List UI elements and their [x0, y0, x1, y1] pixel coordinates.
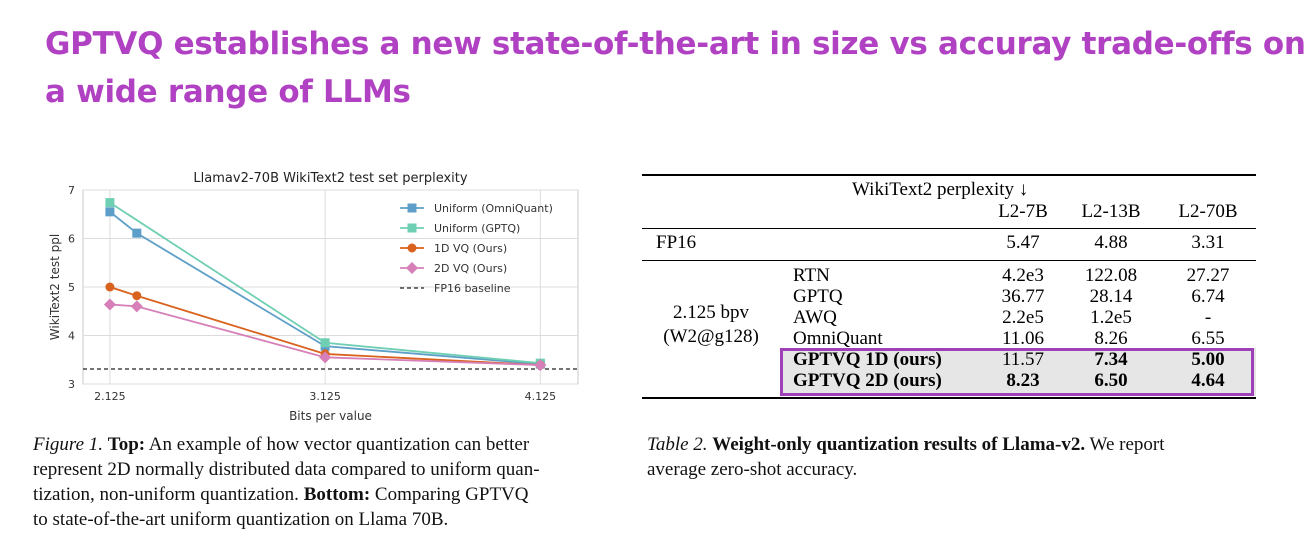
highlight-shade	[781, 348, 1256, 396]
results-table: WikiText2 perplexity ↓ L2-7B L2-13B L2-7…	[642, 168, 1256, 400]
awq-l2-7b: 2.2e5	[1002, 307, 1044, 328]
x-axis-label: Bits per value	[289, 409, 372, 423]
method-awq: AWQ	[793, 307, 837, 328]
x-tick-label: 3.125	[309, 390, 341, 403]
series-line-0	[109, 211, 541, 366]
gptvq-highlight-box	[780, 348, 1254, 396]
figure-caption-text-4: to state-of-the-art uniform quantization…	[33, 509, 449, 530]
figure-caption: Figure 1. Top: An example of how vector …	[33, 432, 608, 532]
data-point-s1-1	[320, 338, 330, 348]
omniquant-l2-7b: 11.06	[1001, 328, 1045, 349]
y-tick-label: 4	[68, 330, 75, 343]
table-fp16-rule	[642, 260, 1256, 261]
data-point-s3-3	[534, 359, 547, 372]
series-line-3	[109, 303, 541, 366]
table-header-rule	[642, 228, 1256, 229]
omniquant-l2-70b: 6.55	[1191, 328, 1225, 349]
figure-caption-text-1: An example of how vector quantization ca…	[148, 434, 530, 455]
gptvq-1d-l2-7b: 11.57	[1001, 349, 1045, 370]
figure-caption-bottom-label: Bottom:	[303, 484, 371, 505]
method-omniquant: OmniQuant	[793, 328, 883, 349]
data-point-s0-0	[105, 207, 115, 217]
x-tick-label: 2.125	[94, 390, 126, 403]
data-point-s3-1	[130, 300, 143, 313]
legend-label-0: Uniform (OmniQuant)	[434, 202, 553, 215]
column-header-l2-13b: L2-13B	[1081, 201, 1141, 222]
data-point-s2-0	[105, 282, 115, 292]
gptq-l2-70b: 6.74	[1191, 286, 1225, 307]
legend-marker-2	[407, 243, 417, 253]
legend-label-2: 1D VQ (Ours)	[434, 242, 507, 255]
legend-marker-0	[407, 203, 417, 213]
figure-caption-text-3: tization, non-uniform quantization.	[33, 484, 299, 505]
rtn-l2-13b: 122.08	[1084, 265, 1138, 286]
gptq-l2-13b: 28.14	[1089, 286, 1133, 307]
data-point-s3-0	[103, 298, 116, 311]
gptq-l2-7b: 36.77	[1001, 286, 1045, 307]
fp16-label: FP16	[656, 232, 697, 253]
method-gptq: GPTQ	[793, 286, 843, 307]
table-caption-title: Weight-only quantization results of Llam…	[712, 434, 1086, 455]
column-header-l2-70b: L2-70B	[1178, 201, 1238, 222]
table-caption-text: We report	[1089, 434, 1165, 455]
table-caption: Table 2. Weight-only quantization result…	[647, 432, 1287, 482]
setting-label-bpv: 2.125 bpv	[673, 302, 749, 323]
x-tick-label: 4.125	[525, 390, 557, 403]
rtn-l2-70b: 27.27	[1186, 265, 1230, 286]
gptvq-1d-l2-13b: 7.34	[1094, 349, 1128, 370]
fp16-l2-7b: 5.47	[1006, 232, 1040, 253]
table-caption-lead: Table 2.	[647, 434, 708, 455]
table-group-header: WikiText2 perplexity ↓	[852, 179, 1029, 200]
gptvq-2d-l2-13b: 6.50	[1094, 370, 1128, 391]
y-tick-label: 5	[68, 281, 75, 294]
data-point-s2-1	[132, 291, 142, 301]
legend-label-baseline: FP16 baseline	[434, 282, 511, 295]
column-header-l2-7b: L2-7B	[998, 201, 1048, 222]
omniquant-l2-13b: 8.26	[1094, 328, 1128, 349]
y-tick-label: 6	[68, 233, 75, 246]
table-bottom-rule	[642, 397, 1256, 399]
method-rtn: RTN	[793, 265, 830, 286]
awq-l2-70b: -	[1204, 307, 1212, 328]
slide-title-line-2: a wide range of LLMs	[45, 74, 411, 110]
figure-caption-text-2: represent 2D normally distributed data c…	[33, 459, 540, 480]
chart-title: Llamav2-70B WikiText2 test set perplexit…	[193, 171, 467, 186]
data-point-s3-2	[319, 351, 332, 364]
y-tick-label: 7	[68, 184, 75, 197]
perplexity-chart: 2.125 3.125 4.125 3 4 5 6 7 Llamav2-70B WikiText…	[48, 171, 579, 423]
series-line-2	[109, 286, 541, 366]
gptvq-2d-l2-7b: 8.23	[1006, 370, 1040, 391]
figure-caption-text-3b: Comparing GPTVQ	[374, 484, 529, 505]
y-tick-label: 3	[68, 378, 75, 391]
gptvq-2d-l2-70b: 4.64	[1191, 370, 1225, 391]
table-top-rule	[642, 174, 1256, 176]
method-gptvq-1d: GPTVQ 1D (ours)	[793, 349, 942, 370]
setting-label-group: (W2@g128)	[663, 326, 759, 347]
method-gptvq-2d: GPTVQ 2D (ours)	[793, 370, 942, 391]
fp16-l2-13b: 4.88	[1094, 232, 1128, 253]
slide-title-line-1: GPTVQ establishes a new state-of-the-art…	[45, 26, 1306, 62]
legend-label-3: 2D VQ (Ours)	[434, 262, 507, 275]
data-point-s1-0	[105, 198, 115, 208]
awq-l2-13b: 1.2e5	[1090, 307, 1132, 328]
figure-caption-top-label: Top:	[107, 434, 146, 455]
table-caption-text-2: average zero-shot accuracy.	[647, 459, 858, 480]
legend-marker-3	[406, 262, 418, 274]
gptvq-1d-l2-70b: 5.00	[1191, 349, 1225, 370]
rtn-l2-7b: 4.2e3	[1002, 265, 1044, 286]
slide-title: GPTVQ establishes a new state-of-the-art…	[45, 20, 1306, 116]
legend-label-1: Uniform (GPTQ)	[434, 222, 520, 235]
fp16-l2-70b: 3.31	[1191, 232, 1225, 253]
y-axis-label: WikiText2 test ppl	[48, 234, 62, 340]
data-point-s0-1	[132, 228, 142, 238]
figure-caption-lead: Figure 1.	[33, 434, 104, 455]
legend-marker-1	[407, 223, 417, 233]
